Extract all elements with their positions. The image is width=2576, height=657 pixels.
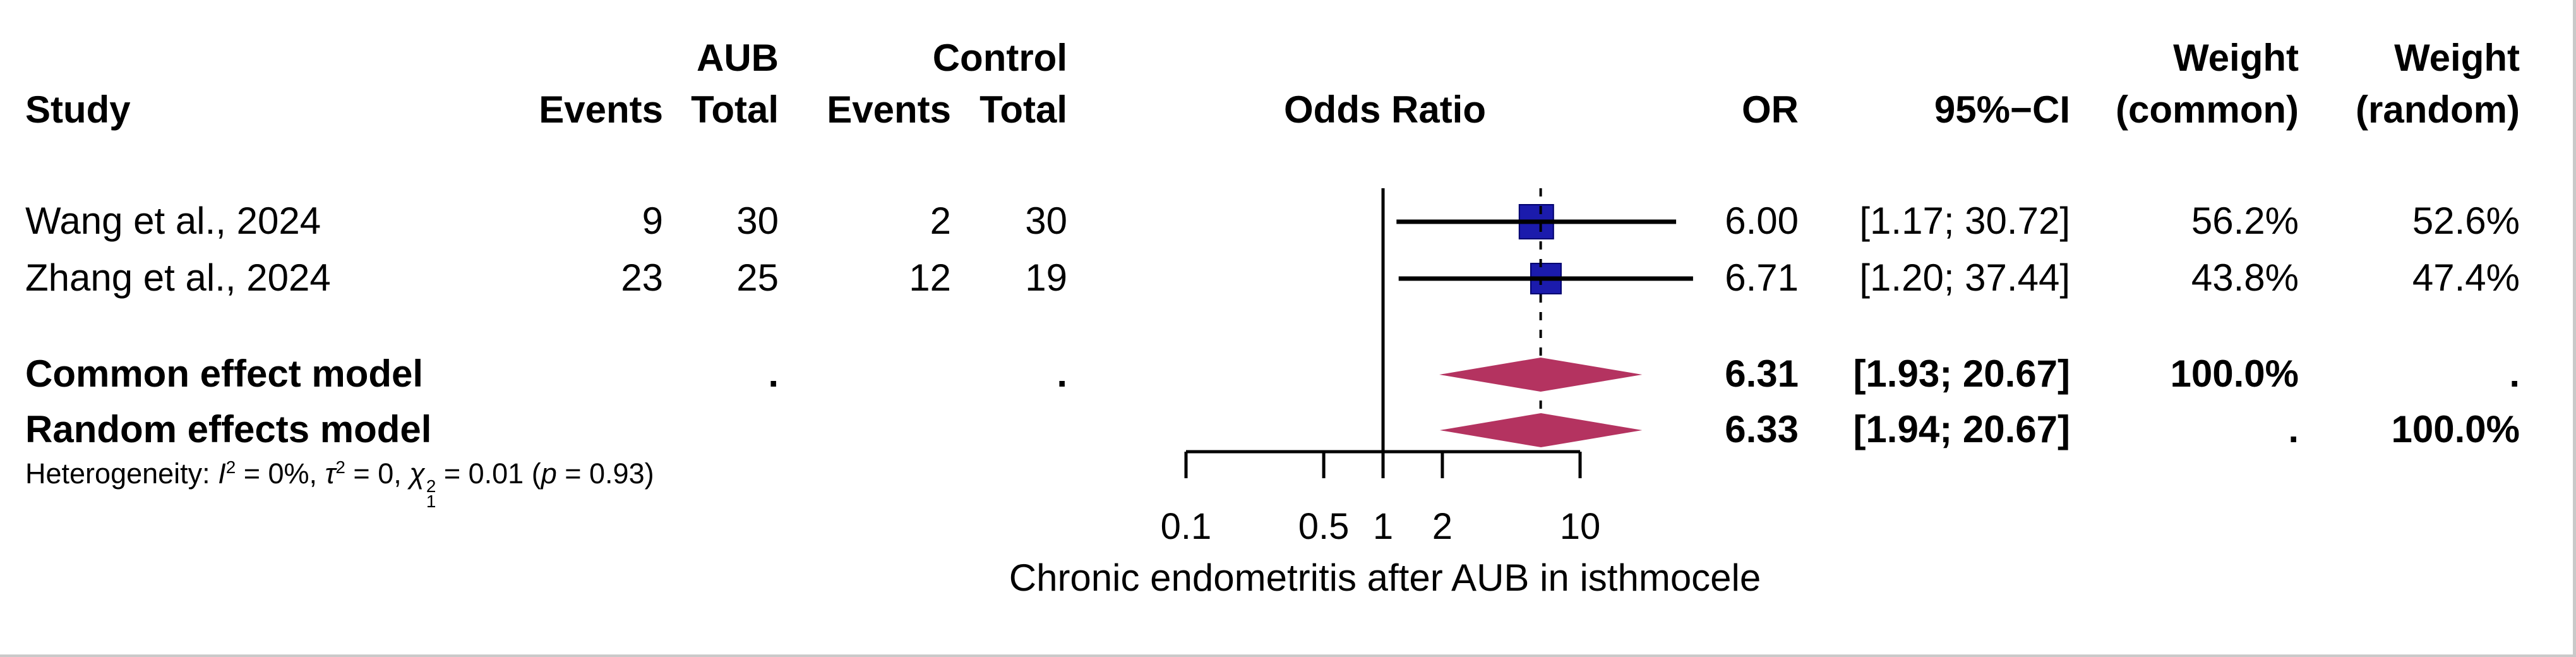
weight-random-header-top: Weight: [2394, 37, 2520, 79]
axis-tick-label: 0.1: [1160, 506, 1212, 547]
study-row: Wang et al., 2024 9 30 2 30 6.00 [1.17; …: [0, 201, 2576, 241]
i-squared-symbol: I: [218, 457, 226, 490]
axis-tick-label: 1: [1372, 506, 1394, 547]
header-row: Study Events Total Events Total Odds Rat…: [0, 90, 2576, 130]
axis-caption: Chronic endometritis after AUB in isthmo…: [1009, 557, 1761, 599]
or-value: 6.33: [1725, 408, 1799, 450]
ci-column-header: 95%−CI: [1934, 88, 2070, 131]
total-control-dot: .: [1057, 353, 1067, 395]
ci-value: [1.17; 30.72]: [1859, 200, 2070, 242]
ci-value: [1.94; 20.67]: [1853, 408, 2070, 450]
weight-common-header-top: Weight: [2173, 37, 2299, 79]
study-name: Wang et al., 2024: [25, 200, 321, 242]
total-control-value: 30: [1025, 200, 1067, 242]
heterogeneity-label: Heterogeneity:: [25, 457, 210, 490]
tau-squared-symbol: τ: [325, 457, 336, 490]
header-group-row: AUB Control Weight Weight: [0, 38, 2576, 78]
total-aub-header: Total: [691, 88, 779, 131]
figure-bottom-border: [0, 654, 2576, 657]
events-control-value: 12: [909, 256, 951, 299]
figure-right-border: [2573, 0, 2576, 657]
weight-common-value: 100.0%: [2170, 353, 2299, 395]
or-column-header: OR: [1742, 88, 1799, 131]
total-aub-value: 30: [736, 200, 779, 242]
weight-common-value: 43.8%: [2191, 256, 2299, 299]
plot-column-header: Odds Ratio: [1283, 88, 1487, 131]
or-value: 6.31: [1725, 353, 1799, 395]
weight-common-header: (common): [2116, 88, 2299, 131]
ci-value: [1.20; 37.44]: [1859, 256, 2070, 299]
events-aub-header: Events: [539, 88, 663, 131]
weight-random-header: (random): [2356, 88, 2520, 131]
model-label: Random effects model: [25, 408, 432, 450]
total-aub-value: 25: [736, 256, 779, 299]
group2-header: Control: [932, 37, 1067, 79]
or-value: 6.71: [1725, 256, 1799, 299]
total-control-header: Total: [979, 88, 1067, 131]
total-aub-dot: .: [768, 353, 779, 395]
model-label: Common effect model: [25, 353, 424, 395]
chi-squared-symbol: χ: [409, 457, 425, 490]
events-control-value: 2: [930, 200, 951, 242]
study-row: Zhang et al., 2024 23 25 12 19 6.71 [1.2…: [0, 258, 2576, 298]
events-control-header: Events: [827, 88, 951, 131]
study-name: Zhang et al., 2024: [25, 256, 331, 299]
weight-random-value: 100.0%: [2391, 408, 2520, 450]
common-effect-row: Common effect model . . 6.31 [1.93; 20.6…: [0, 354, 2576, 394]
weight-random-value: 47.4%: [2412, 256, 2520, 299]
axis-tick-label: 0.5: [1298, 506, 1350, 547]
random-effects-row: Random effects model 6.33 [1.94; 20.67] …: [0, 409, 2576, 450]
weight-common-dot: .: [2288, 408, 2299, 450]
p-value-symbol: p: [541, 457, 557, 490]
weight-common-value: 56.2%: [2191, 200, 2299, 242]
axis-tick-label: 10: [1559, 506, 1601, 547]
weight-random-value: 52.6%: [2412, 200, 2520, 242]
or-value: 6.00: [1725, 200, 1799, 242]
study-column-header: Study: [25, 88, 131, 131]
axis-tick-label: 2: [1432, 506, 1453, 547]
ci-value: [1.93; 20.67]: [1853, 353, 2070, 395]
group1-header: AUB: [697, 37, 779, 79]
weight-random-dot: .: [2509, 353, 2520, 395]
events-aub-value: 23: [621, 256, 663, 299]
events-aub-value: 9: [642, 200, 663, 242]
total-control-value: 19: [1025, 256, 1067, 299]
